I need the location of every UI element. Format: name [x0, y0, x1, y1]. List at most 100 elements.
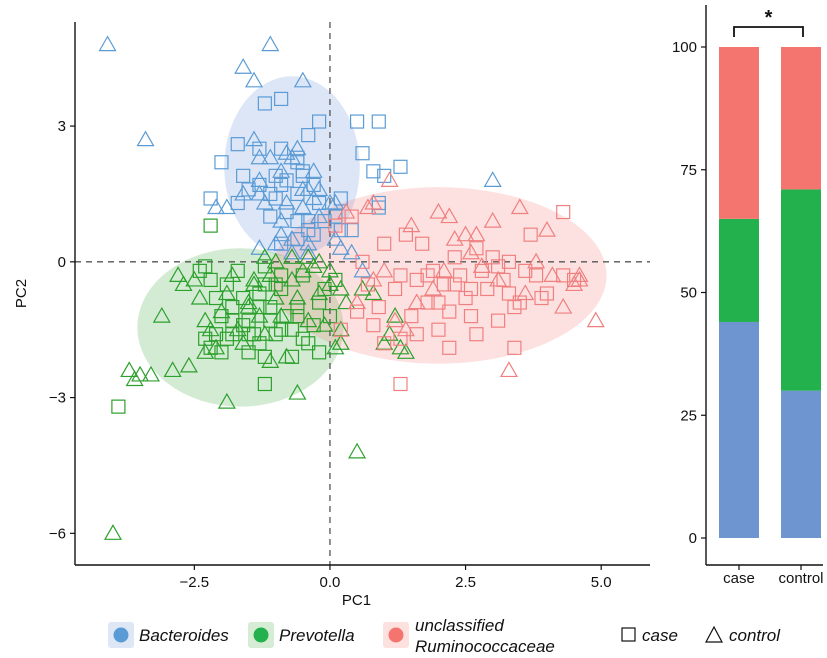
bar-y-tick-label: 25 [680, 407, 697, 424]
point-control [348, 442, 367, 459]
point-case [355, 254, 370, 269]
bar-category-label: control [778, 570, 823, 587]
point-control [103, 524, 123, 540]
point-control [570, 270, 589, 287]
point-control [326, 193, 345, 210]
point-case [404, 309, 419, 324]
legend-color-dot [253, 627, 269, 643]
point-control [196, 343, 215, 359]
point-case [111, 399, 126, 414]
point-control [489, 270, 508, 287]
point-control [445, 229, 464, 246]
pca-scatter-panel: −2.5 0.0 2.5 5.0 −6 −3 0 3 PC1 PC2 [13, 22, 650, 609]
point-case [203, 272, 218, 288]
point-control [261, 148, 280, 165]
point-control [228, 320, 247, 337]
bar-y-tick-label: 50 [680, 285, 697, 302]
point-control [310, 284, 329, 301]
point-case [349, 304, 365, 319]
point-case [480, 281, 495, 297]
point-control [185, 270, 204, 287]
point-case [501, 254, 517, 269]
point-control [472, 257, 491, 273]
point-case [442, 304, 457, 319]
y-tick-label: −3 [49, 390, 66, 407]
point-control [402, 216, 421, 233]
point-case [523, 227, 538, 242]
bar-y-tick-label: 0 [689, 530, 697, 547]
point-control [255, 325, 274, 341]
point-case [192, 263, 207, 278]
point-case [257, 96, 272, 111]
point-case [317, 214, 332, 229]
point-case [377, 236, 392, 251]
point-case [393, 376, 408, 392]
point-control [516, 284, 535, 301]
point-case [290, 299, 305, 315]
bar-category-label: case [723, 570, 755, 587]
point-control [337, 293, 356, 310]
confidence-ellipse-2 [270, 187, 607, 364]
point-case [415, 236, 430, 251]
point-control [250, 184, 269, 201]
bar-segment [719, 218, 759, 322]
bar-segment [719, 321, 759, 538]
point-case [409, 272, 424, 288]
point-control [570, 266, 589, 282]
point-control [586, 311, 605, 328]
point-control [293, 71, 312, 88]
y-tick-label: 3 [58, 118, 66, 135]
point-case [431, 295, 446, 310]
point-case [528, 268, 544, 283]
point-control [386, 311, 405, 328]
point-control [326, 338, 345, 355]
point-control [244, 275, 264, 292]
legend-square-icon [621, 627, 636, 642]
point-control [277, 193, 296, 210]
legend-label: Prevotella [279, 626, 355, 645]
point-control [98, 35, 117, 52]
point-case [393, 159, 408, 174]
point-case [366, 318, 381, 333]
point-control [272, 225, 291, 242]
point-control [288, 139, 307, 156]
point-case [539, 286, 555, 301]
bar-y-tick-label: 75 [680, 162, 697, 179]
point-case [333, 322, 348, 337]
point-control [554, 297, 573, 314]
point-control [299, 248, 318, 264]
point-case [241, 313, 256, 328]
point-case [214, 345, 229, 360]
point-case [268, 168, 283, 183]
point-case [203, 191, 218, 206]
point-control [272, 306, 291, 323]
x-axis-title: PC1 [342, 592, 371, 609]
point-control [250, 239, 269, 255]
point-case [355, 146, 370, 161]
point-control [337, 202, 356, 219]
legend-label: Ruminococcaceae [415, 637, 555, 656]
point-control [304, 189, 323, 206]
legend-color-dot [113, 627, 129, 643]
point-control [255, 193, 274, 210]
point-case [263, 209, 278, 224]
point-control [348, 293, 367, 310]
point-control [272, 162, 291, 178]
point-control [250, 306, 269, 323]
point-control [120, 361, 139, 378]
point-case [518, 263, 533, 278]
point-control [217, 392, 236, 409]
legend-shape-label: control [729, 626, 781, 645]
point-case [442, 340, 457, 355]
point-case [290, 186, 305, 202]
legend-label: unclassified [415, 616, 504, 635]
point-case [409, 327, 424, 342]
bar-segment [719, 47, 759, 219]
y-tick-label: −6 [49, 525, 66, 542]
point-case [431, 322, 446, 337]
point-case [393, 268, 408, 283]
point-case [208, 290, 224, 306]
point-case [447, 250, 462, 265]
point-control [179, 356, 198, 373]
point-case [312, 345, 327, 360]
